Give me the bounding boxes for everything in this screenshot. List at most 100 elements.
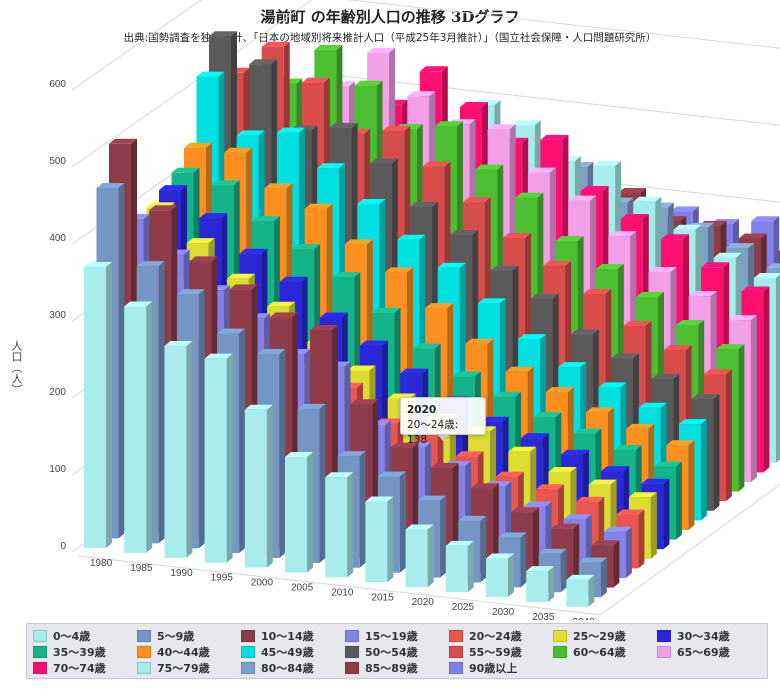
bar[interactable] (486, 553, 514, 598)
legend-swatch (449, 662, 463, 674)
legend-item[interactable]: 40〜44歳 (137, 644, 241, 660)
bar-side (713, 394, 720, 511)
x-tick-label: 1980 (90, 558, 113, 569)
bar-top (628, 492, 657, 498)
legend-item[interactable]: 30〜34歳 (657, 628, 761, 644)
legend-swatch (345, 646, 359, 658)
legend-item[interactable]: 5〜9歳 (137, 628, 241, 644)
legend-item[interactable]: 0〜4歳 (33, 628, 137, 644)
legend-item[interactable]: 20〜24歳 (449, 628, 553, 644)
bar-side (118, 183, 125, 539)
bar-top (601, 466, 630, 472)
bar-top (520, 433, 549, 439)
legend-item[interactable]: 60〜64歳 (553, 644, 657, 660)
legend-swatch (33, 630, 47, 642)
bar-side (663, 478, 670, 550)
bar-top (663, 345, 692, 350)
bar-top (209, 31, 237, 37)
bar-side (146, 301, 153, 553)
bar[interactable] (325, 472, 354, 578)
legend-swatch (553, 630, 567, 642)
bar-top (526, 566, 555, 572)
bar-top (465, 338, 494, 344)
bar[interactable] (285, 452, 313, 573)
legend-item[interactable]: 85〜89歳 (345, 660, 449, 676)
bar-top (701, 262, 730, 268)
bar-top (217, 328, 246, 334)
bar[interactable] (526, 566, 555, 602)
bar-top (477, 298, 506, 304)
bar[interactable] (204, 353, 233, 563)
bar-top (425, 303, 454, 309)
bar-top (738, 233, 767, 239)
bar-top (405, 524, 434, 530)
bar-side (427, 524, 434, 588)
legend-item[interactable]: 90歳以上 (449, 660, 553, 676)
bar-top (638, 402, 667, 408)
legend-item[interactable]: 65〜69歳 (657, 644, 761, 660)
legend-item[interactable]: 80〜84歳 (241, 660, 345, 676)
bar[interactable] (124, 301, 153, 553)
legend-label: 5〜9歳 (157, 630, 195, 643)
legend-item[interactable]: 45〜49歳 (241, 644, 345, 660)
legend-label: 20〜24歳 (469, 630, 522, 643)
bar-top (458, 515, 487, 521)
legend[interactable]: 0〜4歳 5〜9歳 10〜14歳 15〜19歳 20〜24歳 25〜29歳 30〜34歳 35… (26, 623, 768, 679)
bar-top (523, 501, 552, 507)
bar-side (588, 574, 595, 607)
bar-side (319, 403, 326, 563)
bar-side (492, 483, 499, 573)
bar[interactable] (164, 341, 193, 558)
bar-top (555, 236, 584, 241)
legend-item[interactable]: 55〜59歳 (449, 644, 553, 660)
legend-item[interactable]: 50〜54歳 (345, 644, 449, 660)
bar-top (149, 205, 178, 211)
legend-item[interactable]: 25〜29歳 (553, 628, 657, 644)
y-axis-label: 人口（人） (10, 340, 23, 395)
bar-top (618, 188, 647, 193)
bar-top (171, 167, 200, 173)
bar-side (508, 553, 514, 597)
bar-top (641, 478, 670, 484)
bar-top (495, 471, 524, 477)
bar[interactable] (445, 540, 474, 593)
x-tick-label: 2000 (251, 578, 274, 589)
x-tick-label: 2005 (291, 583, 314, 594)
bar-top (96, 183, 125, 189)
bar[interactable] (365, 496, 394, 583)
bar[interactable] (566, 574, 595, 607)
legend-item[interactable]: 75〜79歳 (137, 660, 241, 676)
legend-item[interactable]: 10〜14歳 (241, 628, 345, 644)
tooltip-value: 20〜24歳: 138 (407, 419, 459, 446)
tooltip-pointer (437, 434, 449, 441)
bar-top (285, 452, 313, 457)
bar-top (566, 574, 595, 580)
bar-top (583, 289, 612, 294)
bar-top (249, 59, 278, 65)
bar-side (359, 451, 366, 568)
bar-side (440, 495, 447, 578)
x-tick-label: 2015 (371, 592, 394, 603)
legend-label: 35〜39歳 (53, 646, 106, 659)
bar-top (204, 353, 233, 359)
legend-item[interactable]: 15〜19歳 (345, 628, 449, 644)
bar[interactable] (84, 261, 112, 548)
legend-swatch (241, 646, 255, 658)
bar-top (480, 416, 509, 422)
legend-item[interactable]: 70〜74歳 (33, 660, 137, 676)
bars-layer[interactable] (84, 31, 780, 607)
legend-swatch (137, 646, 151, 658)
legend-item[interactable]: 35〜39歳 (33, 644, 137, 660)
bar-side (307, 452, 313, 573)
bar-side (688, 440, 695, 530)
bar-top (603, 526, 632, 532)
legend-label: 40〜44歳 (157, 646, 210, 659)
y-tick-label: 500 (49, 156, 66, 167)
bar-top (533, 412, 562, 418)
bar[interactable] (405, 524, 434, 588)
bar-top (407, 91, 436, 97)
chart-plot-area[interactable]: 0 100 200 300 400 500 600 1980 1985 1990 1995 2000 2… (0, 0, 780, 620)
bar[interactable] (244, 404, 273, 568)
bar-top (530, 293, 559, 299)
bar-top (257, 348, 286, 354)
